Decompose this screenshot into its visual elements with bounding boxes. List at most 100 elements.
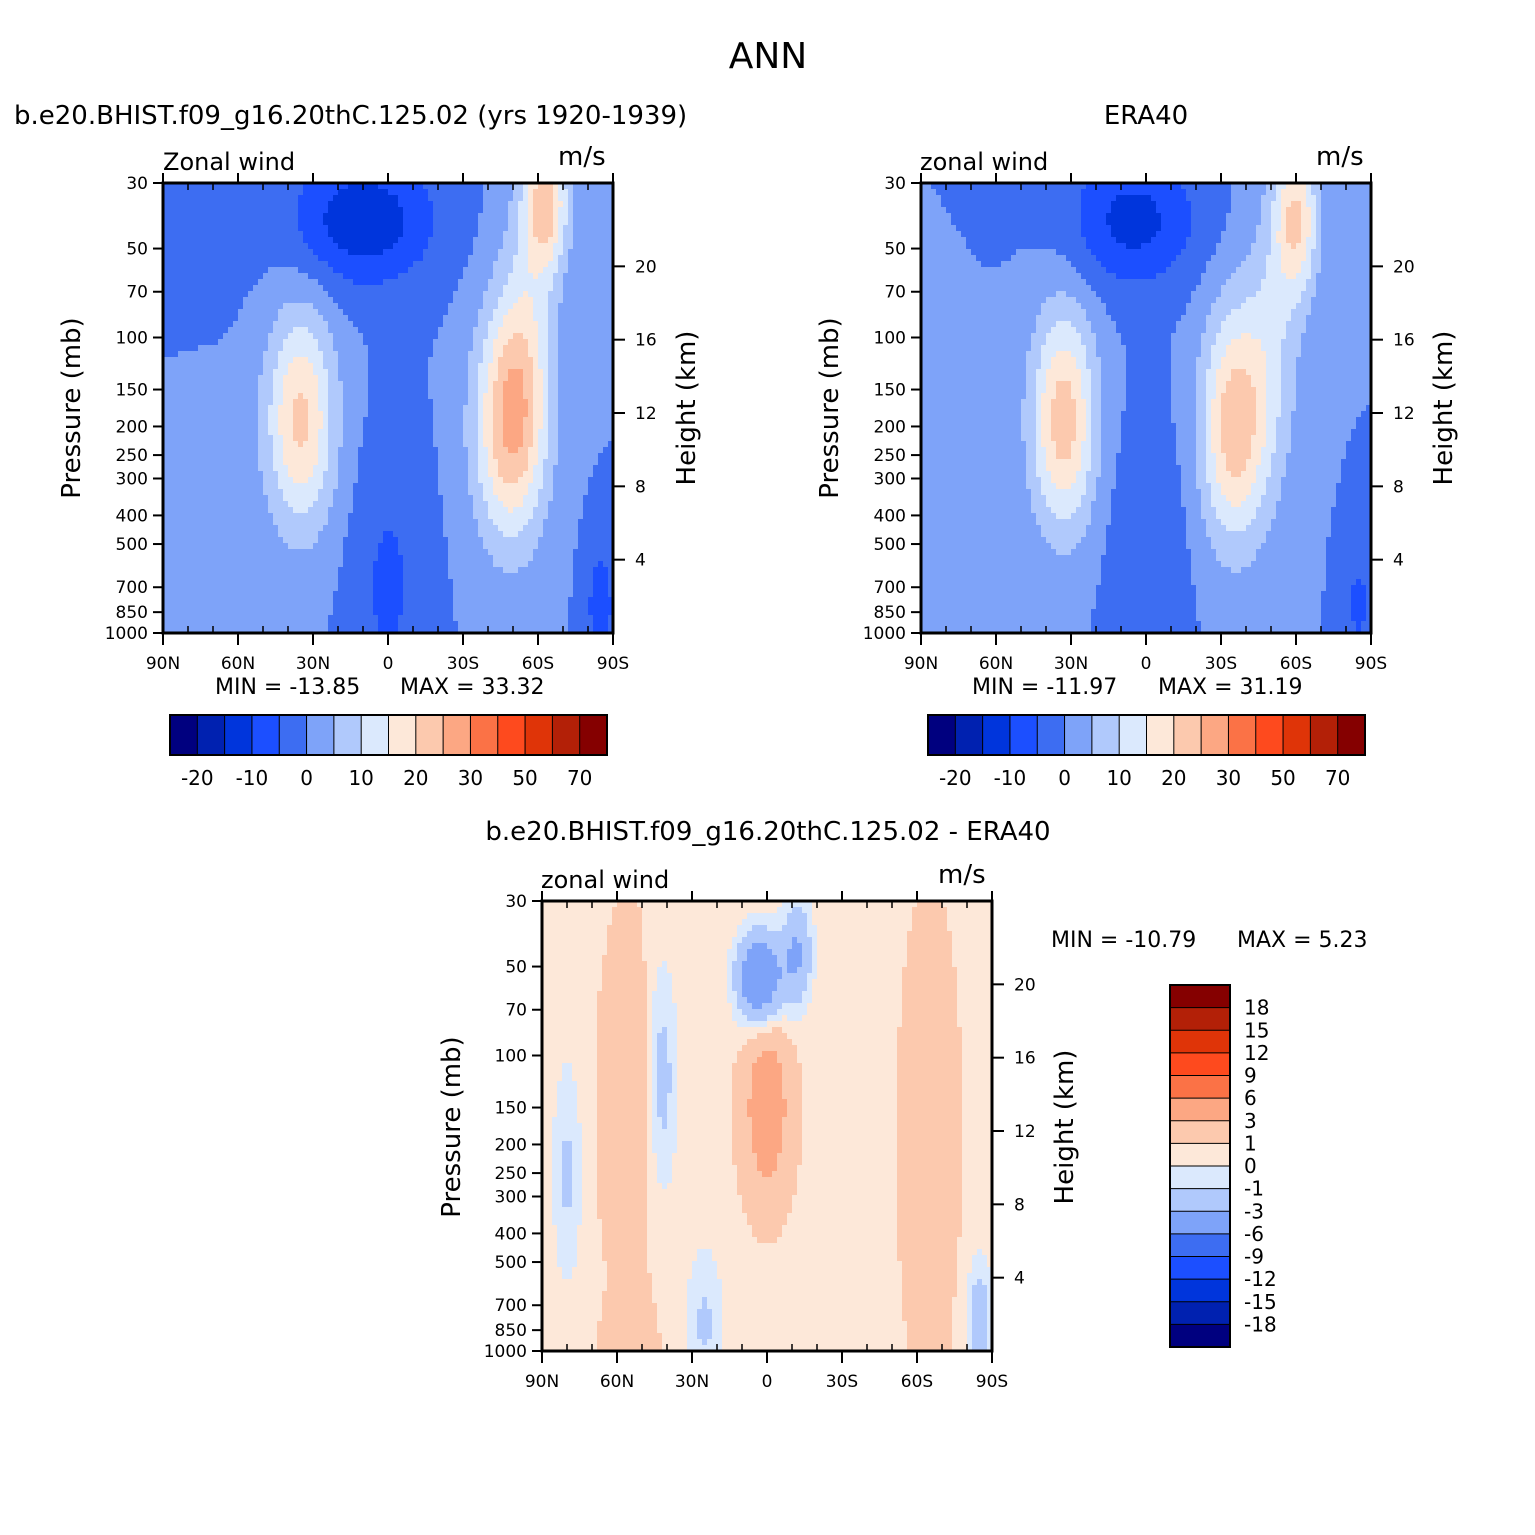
y-tick-label: 850	[874, 603, 906, 623]
y-tick-label: 1000	[105, 624, 148, 644]
y2-tick-label: 4	[1014, 1269, 1025, 1289]
y-tick-label: 250	[495, 1164, 527, 1184]
colorbar-label: -10	[994, 766, 1027, 790]
colorbar-swatch	[524, 714, 554, 756]
colorbar-label: 20	[403, 766, 428, 790]
colorbar-swatch	[196, 714, 226, 756]
max-label: MAX = 33.32	[400, 675, 545, 700]
x-tick-label: 60N	[600, 1372, 634, 1392]
colorbar-label: 6	[1244, 1086, 1257, 1110]
colorbar-label: -20	[181, 766, 214, 790]
y2-tick-label: 16	[1393, 331, 1415, 351]
colorbar-swatch	[1169, 1052, 1231, 1077]
colorbar-label: 70	[567, 766, 592, 790]
y2-tick-label: 8	[1014, 1195, 1025, 1215]
x-tick-label: 30S	[447, 654, 479, 674]
y2-tick-label: 8	[1393, 477, 1404, 497]
y-tick-label: 300	[495, 1187, 527, 1207]
y-tick-label: 250	[874, 446, 906, 466]
colorbar-label: -3	[1244, 1199, 1264, 1223]
y-tick-label: 400	[495, 1224, 527, 1244]
colorbar-label: 12	[1244, 1041, 1269, 1065]
colorbar-swatch	[1169, 984, 1231, 1009]
colorbar-swatch	[1169, 1097, 1231, 1122]
y2-tick-label: 16	[1014, 1049, 1036, 1069]
colorbar-swatch	[333, 714, 362, 756]
x-tick-label: 90N	[525, 1372, 559, 1392]
y-tick-label: 50	[884, 240, 906, 260]
x-tick-label: 30S	[1205, 654, 1237, 674]
colorbar-swatch	[1169, 1075, 1231, 1099]
x-tick-label: 90N	[146, 654, 180, 674]
colorbar-label: 3	[1244, 1109, 1257, 1133]
colorbar-swatch	[224, 714, 253, 756]
colorbar-frame	[927, 714, 1366, 756]
x-tick-label: 30N	[675, 1372, 709, 1392]
contour-plot: 90N 60N 30N 0 30S 60S 90S 30 50 70 100 150 200 250 300…	[105, 173, 657, 674]
colorbar-swatch	[1169, 1278, 1231, 1303]
colorbar-swatch	[1118, 714, 1148, 756]
y-tick-label: 70	[884, 283, 906, 303]
colorbar-swatch	[1282, 714, 1312, 756]
colorbar-label: 0	[1058, 766, 1071, 790]
colorbar-label: 30	[458, 766, 483, 790]
colorbar-swatch	[579, 714, 608, 756]
y-tick-label: 300	[116, 469, 148, 489]
y2-axis-label: Height (km)	[1050, 1050, 1080, 1205]
colorbar-swatch	[1169, 1210, 1231, 1235]
y2-tick-label: 12	[635, 404, 657, 424]
colorbar-label: -10	[236, 766, 269, 790]
y-tick-label: 500	[495, 1253, 527, 1273]
colorbar-swatch	[1169, 1007, 1231, 1032]
y-tick-label: 1000	[863, 624, 906, 644]
x-tick-label: 0	[1141, 654, 1152, 674]
colorbar-label: 10	[1106, 766, 1131, 790]
colorbar-label: 0	[300, 766, 313, 790]
colorbar-swatch	[982, 714, 1011, 756]
left-string: zonal wind	[920, 148, 1048, 176]
colorbar-label: 50	[1270, 766, 1295, 790]
colorbar-label: 70	[1325, 766, 1350, 790]
x-tick-label: 90S	[976, 1372, 1008, 1392]
y2-tick-label: 4	[1393, 551, 1404, 571]
colorbar-swatch	[1169, 1188, 1231, 1213]
y2-axis-label: Height (km)	[1429, 331, 1459, 486]
colorbar-swatch	[278, 714, 308, 756]
colorbar-label: 15	[1244, 1018, 1269, 1042]
y-tick-label: 700	[495, 1296, 527, 1316]
colorbar-swatch	[1169, 1142, 1231, 1167]
colorbar-swatch	[1146, 714, 1175, 756]
colorbar-label: 20	[1161, 766, 1186, 790]
y-tick-label: 200	[495, 1135, 527, 1155]
y2-axis-label: Height (km)	[672, 331, 702, 486]
y-axis-label: Pressure (mb)	[437, 1036, 467, 1217]
colorbar-swatch	[388, 714, 417, 756]
colorbar: -20 -10 0 10 20 30 50 70	[169, 714, 608, 790]
x-tick-label: 60N	[979, 654, 1013, 674]
colorbar-swatch	[1173, 714, 1202, 756]
x-tick-label: 60S	[1280, 654, 1312, 674]
colorbar-swatch	[442, 714, 472, 756]
colorbar-label: 10	[348, 766, 373, 790]
y-tick-label: 70	[126, 283, 148, 303]
colorbar-label: 18	[1244, 996, 1269, 1020]
colorbar-label: -6	[1244, 1222, 1264, 1246]
left-string: zonal wind	[541, 866, 669, 894]
colorbar-swatch	[1169, 1029, 1231, 1054]
colorbar-label: 30	[1216, 766, 1241, 790]
y-tick-label: 150	[874, 381, 906, 401]
colorbar-swatch	[1091, 714, 1120, 756]
x-tick-label: 30N	[1054, 654, 1088, 674]
min-label: MIN = -10.79	[1051, 928, 1196, 953]
y-tick-label: 200	[116, 417, 148, 437]
colorbar-swatch	[927, 714, 957, 756]
panel-title: b.e20.BHIST.f09_g16.20thC.125.02 - ERA40	[485, 817, 1050, 847]
y2-tick-label: 12	[1393, 404, 1415, 424]
y2-tick-label: 20	[1393, 257, 1415, 277]
x-tick-label: 0	[762, 1372, 773, 1392]
y-tick-label: 200	[874, 417, 906, 437]
colorbar-swatch	[1169, 1120, 1231, 1145]
colorbar-swatch	[1309, 714, 1339, 756]
colorbar: -20 -10 0 10 20 30 50 70	[927, 714, 1366, 790]
